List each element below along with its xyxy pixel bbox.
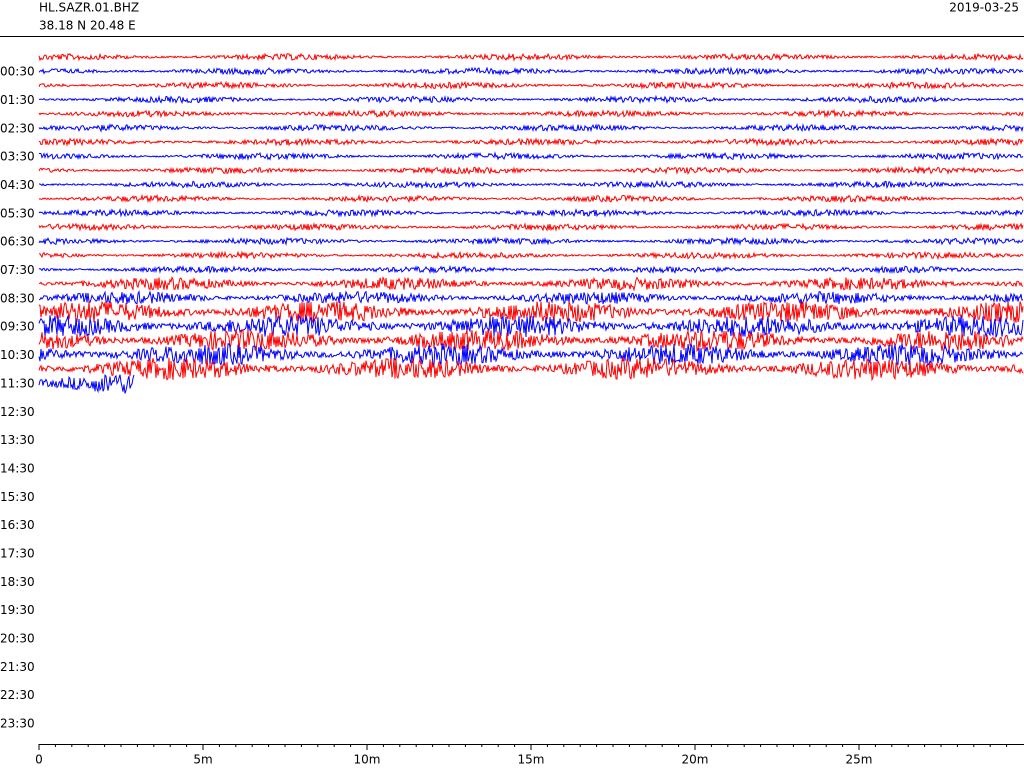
row-label: 06:30 [0,235,35,249]
row-label: 13:30 [0,433,35,447]
x-tick-label: 10m [354,753,381,767]
trace [38,289,1024,306]
row-label: 18:30 [0,575,35,589]
row-label: 20:30 [0,631,35,645]
trace [38,343,1023,367]
x-tick-label: 0 [35,753,43,767]
trace [38,66,1024,77]
trace [38,207,1024,218]
trace [38,374,135,394]
location: 38.18 N 20.48 E [39,19,136,33]
x-tick-label: 20m [682,753,709,767]
trace [39,250,1024,261]
x-tick-label: 5m [193,753,212,767]
x-tick-label: 15m [518,753,545,767]
trace [38,222,1024,232]
row-label: 11:30 [0,376,35,390]
trace [38,137,1024,147]
row-label: 23:30 [0,716,35,730]
row-label: 03:30 [0,150,35,164]
row-label: 00:30 [0,65,35,79]
trace [38,193,1024,204]
trace [38,165,1024,175]
date: 2019-03-25 [949,1,1019,15]
trace [38,52,1024,62]
row-label: 10:30 [0,348,35,362]
trace [38,80,1024,90]
trace [38,108,1024,119]
trace [38,276,1024,292]
station: HL.SAZR.01.BHZ [39,1,139,15]
trace [38,236,1024,247]
row-label: 01:30 [0,93,35,107]
trace [38,300,1024,324]
trace [38,356,1024,382]
row-label: 21:30 [0,660,35,674]
row-label: 12:30 [0,405,35,419]
trace [38,328,1024,353]
trace [38,122,1024,133]
trace [39,94,1024,105]
row-label: 15:30 [0,490,35,504]
row-label: 02:30 [0,121,35,135]
trace [38,151,1024,161]
row-label: 09:30 [0,320,35,334]
row-label: 19:30 [0,603,35,617]
x-tick-label: 25m [846,753,873,767]
row-label: 17:30 [0,546,35,560]
row-label: 16:30 [0,518,35,532]
row-label: 22:30 [0,688,35,702]
row-label: 07:30 [0,263,35,277]
trace [38,264,1024,275]
row-label: 05:30 [0,206,35,220]
row-label: 14:30 [0,461,35,475]
row-label: 08:30 [0,291,35,305]
trace [38,314,1024,338]
row-label: 04:30 [0,178,35,192]
trace [39,179,1024,190]
